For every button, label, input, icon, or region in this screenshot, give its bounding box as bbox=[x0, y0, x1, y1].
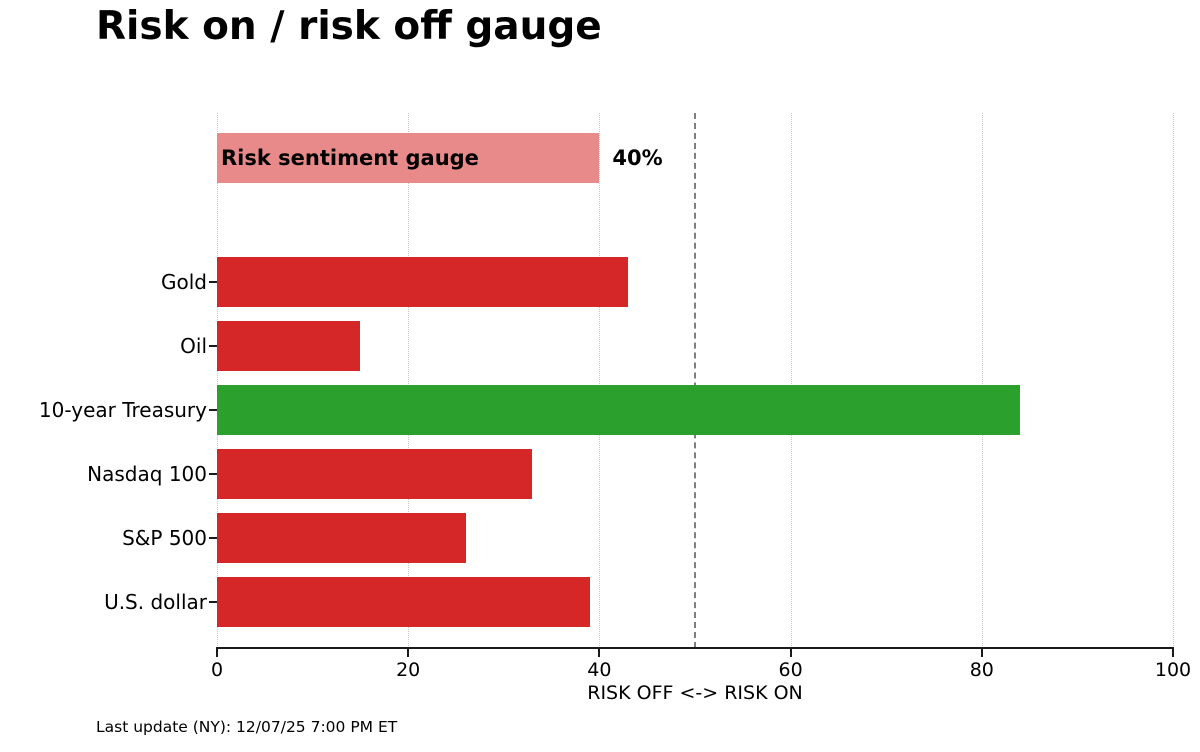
gridline-x-40 bbox=[599, 113, 601, 648]
category-label-nasdaq-100: Nasdaq 100 bbox=[87, 462, 207, 486]
y-tick bbox=[209, 409, 217, 411]
plot-area: Risk sentiment gauge 40% bbox=[217, 113, 1174, 648]
category-label-u-s-dollar: U.S. dollar bbox=[104, 590, 207, 614]
midpoint-dashed-line bbox=[694, 113, 696, 648]
x-tick-80 bbox=[980, 649, 983, 657]
gridline-x-20 bbox=[408, 113, 410, 648]
gauge-bar-label: Risk sentiment gauge bbox=[221, 146, 479, 170]
y-tick bbox=[209, 345, 217, 347]
bar-u-s-dollar bbox=[217, 577, 590, 627]
x-axis-line bbox=[216, 647, 1174, 649]
x-tick-label-0: 0 bbox=[210, 659, 224, 681]
y-tick bbox=[209, 473, 217, 475]
bar-nasdaq-100 bbox=[217, 449, 533, 499]
y-tick bbox=[209, 537, 217, 539]
gridline-x-60 bbox=[790, 113, 792, 648]
x-tick-20 bbox=[407, 649, 410, 657]
bar-s-p-500 bbox=[217, 513, 466, 563]
bar-oil bbox=[217, 321, 361, 371]
bar-10-year-treasury bbox=[217, 385, 1021, 435]
gauge-value-label: 40% bbox=[612, 146, 663, 170]
x-axis-label: RISK OFF <-> RISK ON bbox=[587, 682, 803, 704]
x-tick-100 bbox=[1172, 649, 1174, 657]
x-tick-label-40: 40 bbox=[587, 659, 612, 681]
gauge-bar: Risk sentiment gauge bbox=[217, 133, 600, 183]
y-tick bbox=[209, 601, 217, 603]
gridline-x-80 bbox=[981, 113, 983, 648]
category-axis: Gold Oil 10-year Treasury Nasdaq 100 S&P 500… bbox=[0, 113, 207, 648]
category-label-oil: Oil bbox=[180, 334, 207, 358]
gridline-x-100 bbox=[1173, 113, 1174, 648]
x-tick-0 bbox=[216, 649, 218, 657]
y-tick bbox=[209, 281, 217, 283]
gridline-x-0 bbox=[217, 113, 218, 648]
x-tick-label-100: 100 bbox=[1154, 659, 1192, 681]
category-label-10-year-treasury: 10-year Treasury bbox=[38, 398, 207, 422]
x-tick-label-80: 80 bbox=[969, 659, 994, 681]
x-tick-label-60: 60 bbox=[778, 659, 803, 681]
chart-title: Risk on / risk off gauge bbox=[96, 4, 602, 49]
x-tick-60 bbox=[789, 649, 792, 657]
category-label-gold: Gold bbox=[161, 270, 207, 294]
x-tick-40 bbox=[598, 649, 601, 657]
x-tick-label-20: 20 bbox=[396, 659, 421, 681]
last-update-text: Last update (NY): 12/07/25 7:00 PM ET bbox=[96, 718, 398, 736]
category-label-s-p-500: S&P 500 bbox=[122, 526, 207, 550]
bar-gold bbox=[217, 257, 629, 307]
